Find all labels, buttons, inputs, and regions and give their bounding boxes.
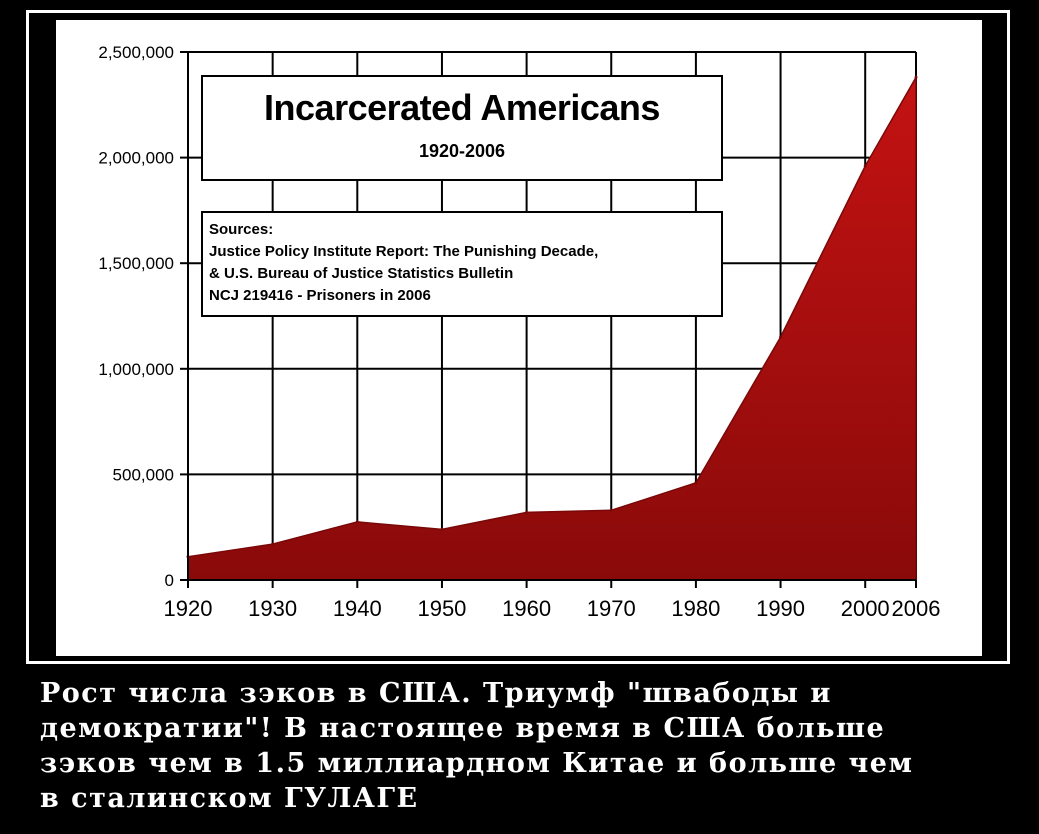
x-tick-label: 1930: [248, 596, 297, 621]
sources-line: NCJ 219416 - Prisoners in 2006: [209, 287, 431, 304]
data-point: [863, 164, 867, 168]
data-point: [779, 335, 783, 339]
y-tick-label: 0: [165, 571, 174, 590]
data-point: [609, 508, 613, 512]
y-tick-label: 2,000,000: [98, 149, 174, 168]
sources-box: Sources: Justice Policy Institute Report…: [201, 211, 723, 317]
y-tick-label: 1,000,000: [98, 360, 174, 379]
sources-line: & U.S. Bureau of Justice Statistics Bull…: [209, 265, 514, 282]
x-tick-label: 1960: [502, 596, 551, 621]
x-tick-label: 1950: [417, 596, 466, 621]
chart-subtitle: 1920-2006: [418, 141, 506, 161]
y-tick-label: 1,500,000: [98, 254, 174, 273]
caption-line: демократии"! В настоящее время в США бол…: [40, 713, 886, 744]
x-tick-label: 1970: [587, 596, 636, 621]
x-tick-label: 1980: [671, 596, 720, 621]
data-point: [525, 510, 529, 514]
title-box: Incarcerated Americans 1920-2006: [201, 75, 723, 181]
caption-line: зэков чем в 1.5 миллиардном Китае и боль…: [40, 748, 914, 779]
caption-line: Рост числа зэков в США. Триумф "швабоды …: [40, 678, 832, 709]
data-point: [914, 75, 918, 79]
x-tick-label: 2006: [892, 596, 941, 621]
poster-frame: [26, 10, 1010, 664]
sources-line: Justice Policy Institute Report: The Pun…: [209, 243, 599, 260]
x-tick-label: 1990: [756, 596, 805, 621]
data-point: [355, 520, 359, 524]
x-tick-label: 2000: [841, 596, 890, 621]
chart-title: Incarcerated Americans: [264, 87, 660, 128]
data-point: [271, 542, 275, 546]
poster-caption: Рост числа зэков в США. Триумф "швабоды …: [40, 676, 1030, 816]
caption-line: в сталинском ГУЛАГЕ: [40, 783, 419, 814]
data-point: [440, 527, 444, 531]
x-tick-label: 1940: [333, 596, 382, 621]
y-tick-label: 500,000: [113, 465, 174, 484]
data-point: [694, 481, 698, 485]
y-tick-label: 2,500,000: [98, 43, 174, 62]
sources-heading: Sources:: [209, 221, 274, 238]
x-tick-label: 1920: [164, 596, 213, 621]
